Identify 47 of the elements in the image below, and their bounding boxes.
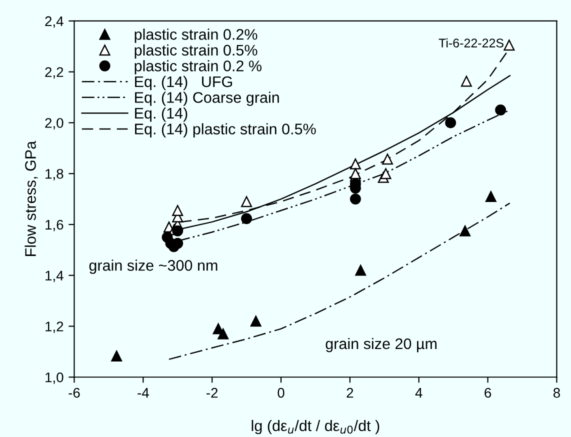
point bbox=[350, 168, 361, 180]
point bbox=[241, 196, 252, 208]
point bbox=[382, 154, 393, 165]
x-tick-label: 6 bbox=[484, 388, 492, 398]
point bbox=[350, 158, 361, 170]
point bbox=[350, 194, 361, 205]
legend-label: plastic strain 0.2 % bbox=[134, 60, 262, 74]
legend-label: Eq. (14) Coarse grain bbox=[135, 92, 279, 106]
y-tick-label: 2,4 bbox=[45, 16, 64, 28]
point bbox=[218, 328, 229, 340]
y-tick-label: 1,6 bbox=[46, 220, 64, 232]
legend-label: plastic strain 0.5% bbox=[134, 44, 258, 59]
x-tick-label: 0 bbox=[278, 388, 284, 398]
annotation: grain size 20 µm bbox=[326, 338, 437, 352]
x-tick-label: -4 bbox=[138, 388, 149, 398]
x-tick-label: -2 bbox=[206, 388, 218, 398]
point bbox=[380, 168, 392, 180]
x-axis-title: lg (dε$_{u}$/dt / dε$_{u0}$/dt ) bbox=[252, 420, 380, 434]
point bbox=[172, 205, 184, 216]
point bbox=[445, 117, 456, 128]
x-tick-label: -6 bbox=[68, 388, 80, 398]
y-tick-label: 1,4 bbox=[46, 270, 64, 282]
x-tick-label: 8 bbox=[553, 388, 560, 398]
point bbox=[460, 225, 471, 236]
point bbox=[485, 191, 496, 202]
point bbox=[241, 213, 252, 224]
y-tick-label: 2,2 bbox=[45, 67, 64, 79]
point bbox=[111, 350, 122, 362]
y-tick-label: 1,8 bbox=[46, 168, 64, 180]
legend-label: Eq. (14) bbox=[135, 107, 188, 122]
point bbox=[504, 40, 515, 51]
y-tick-label: 2,0 bbox=[45, 118, 64, 130]
point bbox=[495, 104, 506, 116]
legend-label: Eq. (14) plastic strain 0.5% bbox=[135, 123, 316, 138]
x-tick-label: 4 bbox=[415, 388, 422, 398]
annotation: Ti-6-22-22S bbox=[438, 38, 504, 48]
y-tick-label: 1,2 bbox=[46, 322, 64, 334]
y-tick-label: 1,0 bbox=[46, 372, 64, 384]
point bbox=[355, 264, 366, 276]
x-tick-label: 2 bbox=[346, 388, 354, 398]
y-axis-title: Flow stress, GPa bbox=[24, 140, 38, 256]
point bbox=[250, 316, 262, 327]
point bbox=[460, 76, 472, 87]
legend-label: Eq. (14) UFG bbox=[135, 76, 232, 90]
point bbox=[172, 225, 184, 236]
annotation: grain size ~300 nm bbox=[89, 260, 218, 274]
legend-label: plastic strain 0.2% bbox=[134, 28, 258, 43]
